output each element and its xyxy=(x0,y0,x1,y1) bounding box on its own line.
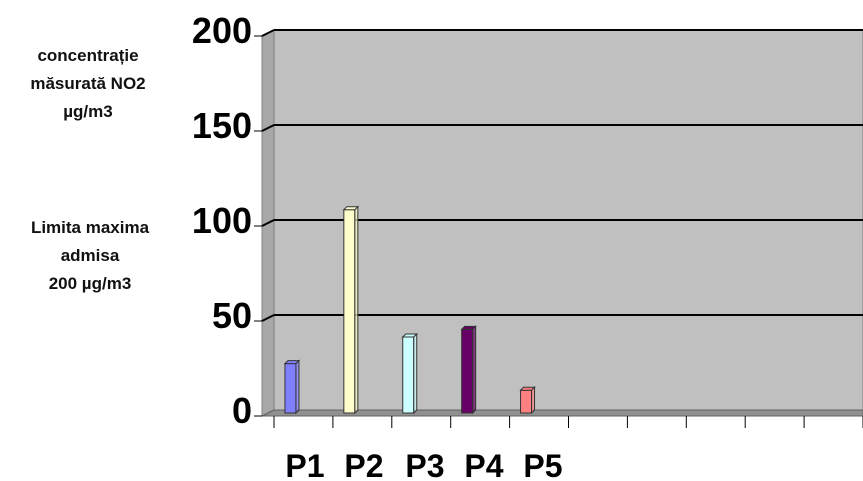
bar-p5 xyxy=(519,385,536,415)
y-tick-label: 0 xyxy=(232,390,252,431)
gridline-side xyxy=(261,29,275,37)
bar-p4 xyxy=(460,325,477,415)
bar-side xyxy=(354,205,359,415)
y-tick-label: 50 xyxy=(212,295,252,336)
x-tick-label: P1 xyxy=(285,448,324,481)
x-tick-label: P4 xyxy=(464,448,503,481)
y-tick-label: 100 xyxy=(192,200,252,241)
gridline-side xyxy=(261,124,275,132)
bar-side xyxy=(472,325,477,415)
x-tick-label: P3 xyxy=(405,448,444,481)
note-line: Limita maxima xyxy=(30,218,150,237)
bar-front xyxy=(461,328,474,414)
note-line: concentrație xyxy=(37,46,139,65)
gridline-side xyxy=(261,314,275,322)
note-line: µg/m3 xyxy=(63,102,113,121)
max-limit-note: Limita maxima admisa 200 µg/m3 xyxy=(0,214,180,298)
bar-side xyxy=(531,385,536,415)
bar-side xyxy=(295,359,300,415)
bar-front xyxy=(343,209,356,414)
note-line: măsurată NO2 xyxy=(30,74,146,93)
bar-front xyxy=(520,389,533,414)
bar-p1 xyxy=(283,359,301,415)
measured-concentration-note: concentrație măsurată NO2 µg/m3 xyxy=(0,42,176,126)
bar-p3 xyxy=(401,332,418,415)
y-tick-label: 150 xyxy=(192,105,252,146)
note-line: 200 µg/m3 xyxy=(48,274,132,293)
gridline-side xyxy=(261,219,275,227)
y-tick-label: 200 xyxy=(192,10,252,51)
bar-p2 xyxy=(342,205,360,415)
bar-side xyxy=(413,332,418,415)
bar-front xyxy=(402,336,415,414)
x-tick-label: P5 xyxy=(523,448,562,481)
bar-front xyxy=(284,363,297,414)
note-line: admisa xyxy=(60,246,120,265)
x-tick-label: P2 xyxy=(344,448,383,481)
